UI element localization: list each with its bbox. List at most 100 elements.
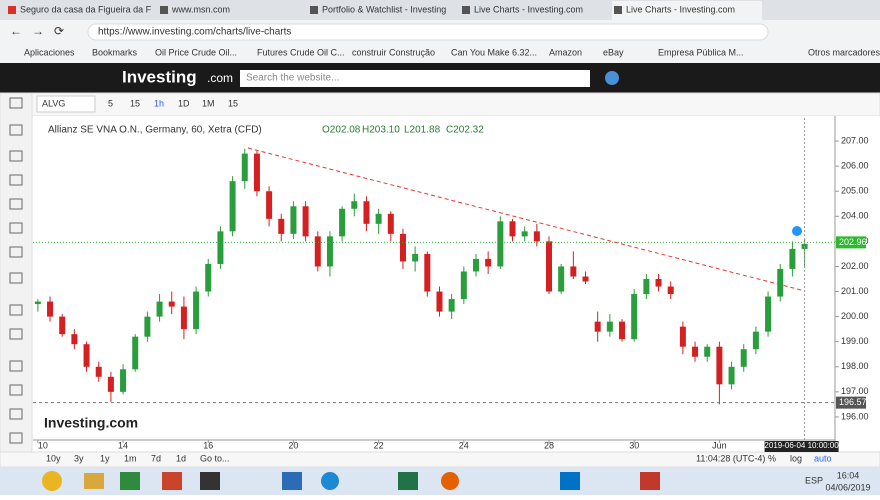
candle-body — [120, 369, 127, 392]
candle-body — [728, 366, 735, 385]
candle-body — [704, 346, 711, 357]
candle-body — [363, 201, 370, 224]
tool-icon[interactable] — [9, 198, 23, 210]
y-tick-label: 200.00 — [841, 311, 869, 321]
tool-icon[interactable] — [9, 408, 23, 420]
candle-body — [205, 263, 212, 292]
cursor-price-box — [836, 396, 866, 409]
tab-title[interactable]: Seguro da casa da Figueira da F — [20, 4, 152, 14]
range-button[interactable]: 1d — [176, 453, 186, 463]
clock: 11:04:28 (UTC-4) — [696, 453, 765, 463]
scale-option[interactable]: auto — [814, 453, 832, 463]
tool-icon[interactable] — [9, 384, 23, 396]
x-tick-label: 24 — [459, 440, 469, 450]
range-button[interactable]: 3y — [74, 453, 84, 463]
tab-title[interactable]: www.msn.com — [171, 4, 230, 14]
scale-option[interactable]: % — [768, 453, 776, 463]
ohlc-label: L201.88 — [404, 125, 441, 136]
logo[interactable]: Investing — [122, 67, 197, 86]
candle-body — [217, 231, 224, 264]
tab-title[interactable]: Portfolio & Watchlist - Investing — [322, 4, 446, 14]
candle-body — [107, 376, 114, 392]
tab-title[interactable]: Live Charts - Investing.com — [626, 4, 735, 14]
candle-body — [34, 301, 41, 305]
candle-body — [570, 266, 577, 277]
tab-favicon — [462, 6, 470, 14]
tool-icon[interactable] — [9, 272, 23, 284]
interval-button[interactable]: 1D — [178, 98, 190, 108]
nav-button[interactable]: → — [32, 24, 44, 38]
tab-title[interactable]: Live Charts - Investing.com — [474, 4, 583, 14]
candle-body — [83, 344, 90, 367]
y-tick-label: 202.00 — [841, 261, 869, 271]
goto-button[interactable]: Go to... — [200, 453, 230, 463]
bookmark[interactable]: Bookmarks — [92, 47, 138, 57]
candle-body — [375, 213, 382, 224]
bookmark[interactable]: Amazon — [549, 47, 582, 57]
bookmark[interactable]: Oil Price Crude Oil... — [155, 47, 237, 57]
interval-button[interactable]: 15 — [228, 98, 238, 108]
candle-body — [521, 231, 528, 237]
interval-button[interactable]: 1h — [154, 98, 164, 108]
address-bar[interactable] — [87, 23, 769, 41]
y-tick-label: 205.00 — [841, 186, 869, 196]
nav-button[interactable]: ← — [10, 24, 22, 38]
candle-body — [558, 266, 565, 292]
bookmark[interactable]: construir Construção — [352, 47, 435, 57]
y-tick-label: 198.00 — [841, 361, 869, 371]
search-placeholder[interactable]: Search the website... — [246, 73, 339, 84]
bookmark[interactable]: Can You Make 6.32... — [451, 47, 537, 57]
symbol-box[interactable] — [36, 95, 96, 113]
x-tick-label: 30 — [629, 440, 639, 450]
candle-body — [144, 316, 151, 337]
interval-button[interactable]: 1M — [202, 98, 215, 108]
ohlc-label: C202.32 — [446, 125, 484, 136]
candle-body — [460, 271, 467, 300]
scale-option[interactable]: log — [790, 453, 802, 463]
tool-icon[interactable] — [9, 328, 23, 340]
nav-button[interactable]: ⟳ — [54, 24, 64, 38]
tool-icon[interactable] — [9, 97, 23, 109]
range-button[interactable]: 7d — [151, 453, 161, 463]
tool-icon[interactable] — [9, 174, 23, 186]
candle-body — [168, 301, 175, 307]
user-icon[interactable] — [605, 71, 619, 85]
cursor-time-box — [764, 441, 839, 452]
candle-body — [765, 296, 772, 332]
tool-icon[interactable] — [9, 432, 23, 444]
candle-body — [314, 236, 321, 267]
candle-body — [436, 291, 443, 312]
search-box[interactable] — [240, 70, 590, 87]
bookmark[interactable]: Futures Crude Oil C... — [257, 47, 345, 57]
p-marker — [792, 226, 802, 236]
tool-icon[interactable] — [9, 304, 23, 316]
bookmark[interactable]: Otros marcadores — [808, 47, 880, 57]
ohlc-label: H203.10 — [362, 125, 400, 136]
tool-icon[interactable] — [9, 150, 23, 162]
candle-body — [619, 321, 626, 340]
active-tab[interactable] — [612, 1, 762, 20]
tool-icon[interactable] — [9, 124, 23, 136]
tab-favicon — [310, 6, 318, 14]
y-tick-label: 196.00 — [841, 411, 869, 421]
tool-icon[interactable] — [9, 360, 23, 372]
candle-body — [582, 276, 589, 282]
tool-icon[interactable] — [9, 246, 23, 258]
candle-body — [193, 291, 200, 330]
address-url[interactable]: https://www.investing.com/charts/live-ch… — [98, 27, 291, 38]
tool-icon[interactable] — [9, 222, 23, 234]
bookmark[interactable]: eBay — [603, 47, 624, 57]
bookmark[interactable]: Aplicaciones — [24, 47, 75, 57]
candle-body — [424, 253, 431, 292]
range-button[interactable]: 10y — [46, 453, 61, 463]
candle-body — [497, 221, 504, 267]
interval-button[interactable]: 5 — [108, 98, 113, 108]
interval-button[interactable]: 15 — [130, 98, 140, 108]
range-button[interactable]: 1y — [100, 453, 110, 463]
candle-body — [789, 248, 796, 269]
range-button[interactable]: 1m — [124, 453, 137, 463]
bookmark[interactable]: Empresa Pública M... — [658, 47, 744, 57]
candle-body — [448, 299, 455, 312]
x-tick-label: 22 — [374, 440, 384, 450]
y-tick-label: 204.00 — [841, 211, 869, 221]
